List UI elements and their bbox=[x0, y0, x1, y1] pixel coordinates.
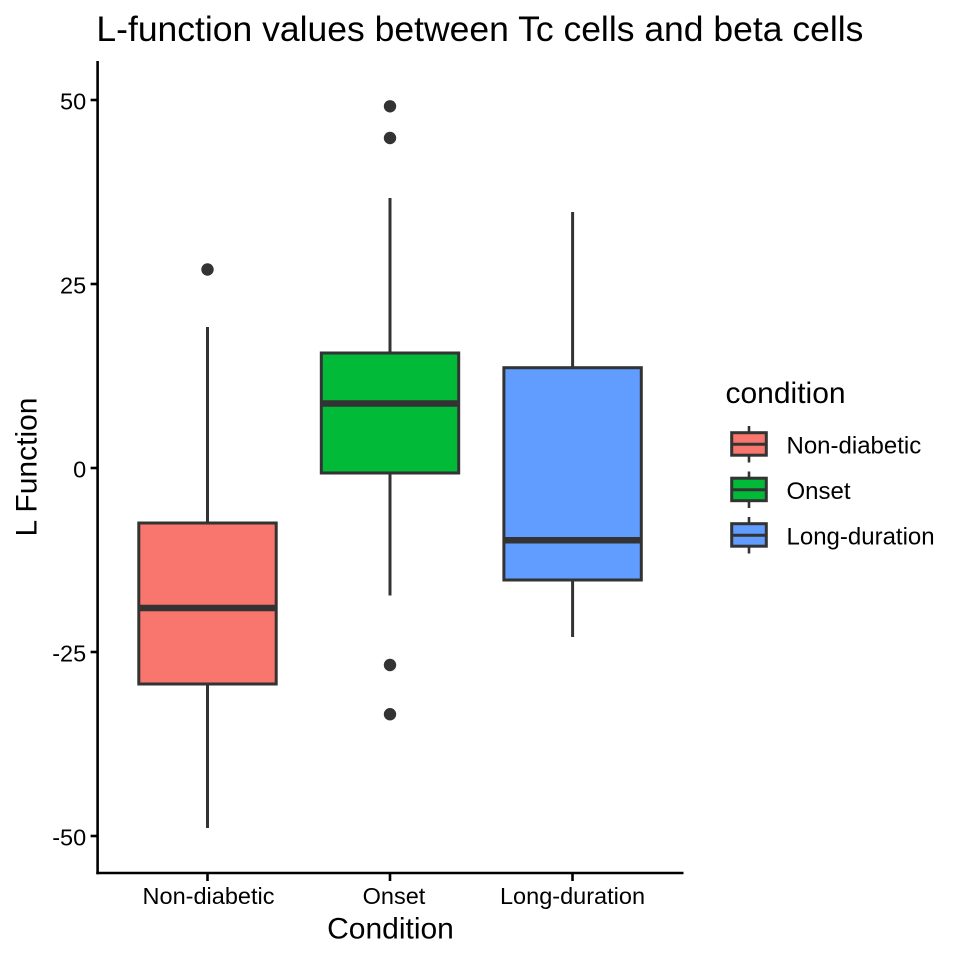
svg-text:Long-duration: Long-duration bbox=[500, 883, 645, 909]
svg-text:L-function values between Tc c: L-function values between Tc cells and b… bbox=[96, 9, 863, 49]
svg-text:L Function: L Function bbox=[10, 398, 43, 537]
svg-text:Long-duration: Long-duration bbox=[787, 524, 935, 551]
svg-text:-50: -50 bbox=[52, 824, 86, 850]
svg-text:Condition: Condition bbox=[327, 913, 454, 946]
svg-text:Non-diabetic: Non-diabetic bbox=[143, 883, 275, 909]
svg-text:0: 0 bbox=[73, 456, 86, 482]
svg-text:Onset: Onset bbox=[363, 883, 426, 909]
svg-text:-25: -25 bbox=[52, 640, 86, 666]
svg-text:25: 25 bbox=[60, 272, 86, 298]
svg-text:50: 50 bbox=[60, 88, 86, 114]
svg-text:Onset: Onset bbox=[787, 478, 851, 505]
svg-text:Non-diabetic: Non-diabetic bbox=[787, 433, 922, 460]
svg-text:condition: condition bbox=[726, 377, 846, 410]
